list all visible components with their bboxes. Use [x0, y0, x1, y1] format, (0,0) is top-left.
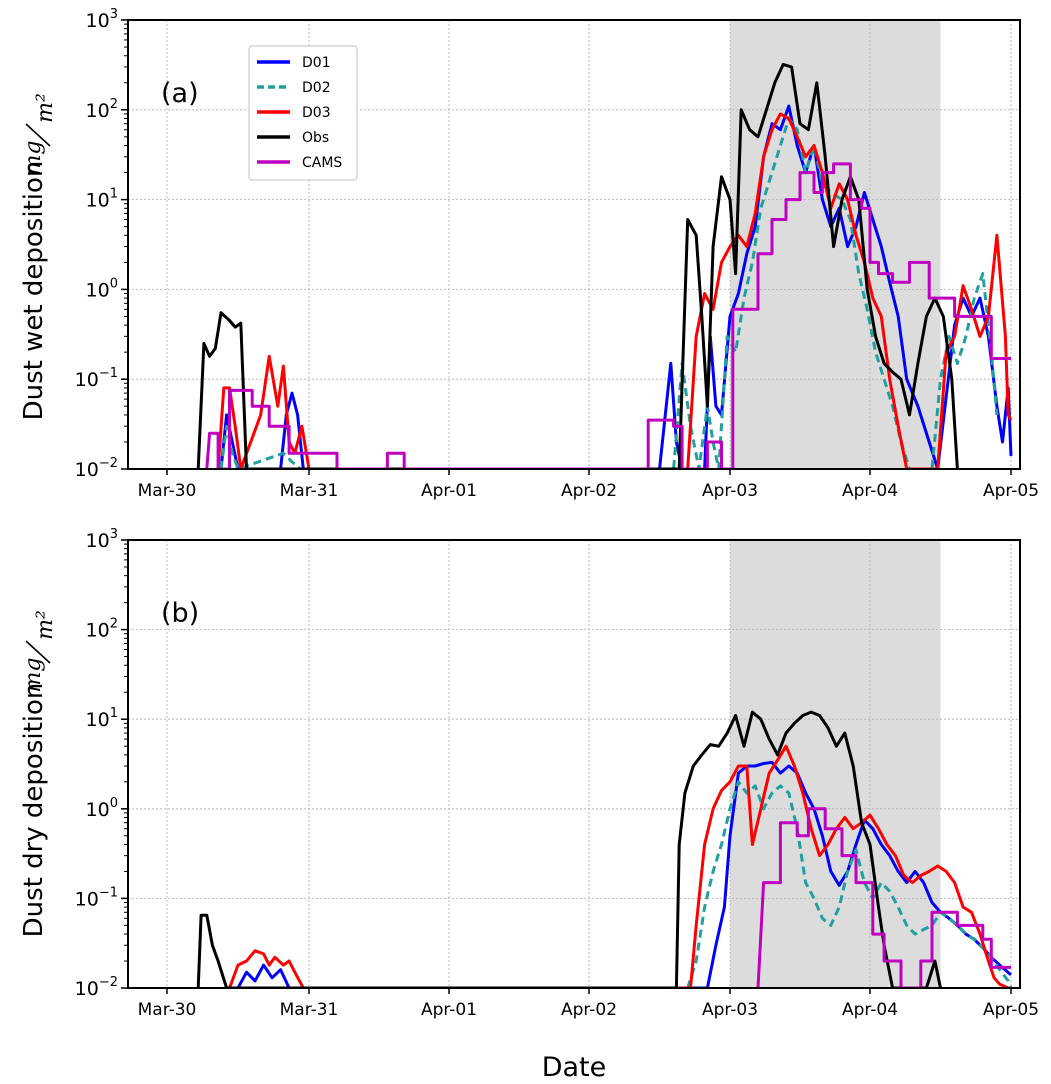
x-tick-label: Apr-05: [983, 1000, 1039, 1020]
unit-slash: [25, 640, 51, 664]
series-line-d02: [686, 780, 1013, 988]
unit-slash: [25, 123, 51, 147]
series-line-obs: [196, 62, 959, 469]
legend-label-d02: D02: [302, 80, 331, 96]
y-tick-label: 10−1: [75, 885, 118, 910]
y-tick-label: 103: [86, 7, 118, 32]
plot-frame: [127, 539, 1021, 989]
panel-b: Mar-30 Mar-31 Apr-01 Apr-02 Apr-03 Apr-04 Apr-…: [19, 527, 1039, 1083]
x-tick-label: Apr-01: [421, 1000, 477, 1020]
panel-label: (a): [161, 78, 199, 109]
legend-box: [248, 45, 358, 181]
series-line-d02: [219, 117, 999, 469]
x-tick-label: Mar-30: [138, 481, 197, 501]
x-tick-label: Mar-31: [280, 481, 339, 501]
x-tick-label: Mar-31: [280, 1000, 339, 1020]
legend-label-cams: CAMS: [302, 155, 342, 171]
panel-a: Mar-30 Mar-31 Apr-01 Apr-02 Apr-03 Apr-04 Apr-…: [19, 7, 1039, 501]
x-tick-label: Apr-02: [561, 481, 617, 501]
legend-label-d03: D03: [302, 105, 331, 121]
unit-numerator: mg: [21, 141, 46, 176]
x-tick-label: Apr-02: [561, 1000, 617, 1020]
legend: D01 D02 D03 Obs CAMS: [248, 45, 358, 181]
y-tick-label: 102: [86, 97, 118, 122]
series-group: [196, 62, 1013, 469]
series-line-cams: [756, 807, 1011, 988]
y-tick-label: 100: [86, 276, 118, 301]
x-tick-label: Apr-04: [842, 1000, 898, 1020]
x-tick-label: Mar-30: [138, 1000, 197, 1020]
y-tick-label: 102: [86, 617, 118, 642]
x-tick-label: Apr-01: [421, 481, 477, 501]
y-axis-unit: mg m²: [21, 610, 58, 692]
series-line-obs: [196, 710, 942, 988]
unit-denominator: m²: [33, 610, 58, 640]
y-tick-label: 103: [86, 527, 118, 552]
x-tick-label: Apr-03: [702, 481, 758, 501]
series-line-d01: [236, 760, 1012, 988]
series-line-cams: [205, 162, 1011, 469]
x-tick-label: Apr-05: [983, 481, 1039, 501]
y-tick-label: 10−2: [75, 975, 118, 1000]
series-line-d03: [216, 112, 1013, 469]
panel-label: (b): [161, 598, 199, 629]
legend-label-d01: D01: [302, 55, 331, 71]
unit-numerator: mg: [21, 658, 46, 693]
y-tick-label: 101: [86, 187, 118, 212]
y-axis-unit: mg m²: [21, 93, 58, 175]
y-axis-label: Dust wet deposition: [19, 161, 49, 421]
x-tick-label: Apr-03: [702, 1000, 758, 1020]
y-axis-label: Dust dry deposition: [19, 683, 49, 938]
series-line-d01: [219, 104, 1013, 469]
legend-label-obs: Obs: [302, 130, 329, 146]
x-axis-label: Date: [542, 1052, 607, 1083]
plot-frame: [127, 19, 1021, 470]
y-tick-label: 10−1: [75, 366, 118, 391]
y-tick-label: 10−2: [75, 456, 118, 481]
x-tick-label: Apr-04: [842, 481, 898, 501]
series-line-d03: [228, 744, 1009, 988]
y-tick-label: 101: [86, 706, 118, 731]
y-tick-label: 100: [86, 796, 118, 821]
unit-denominator: m²: [33, 93, 58, 123]
series-group: [196, 710, 1013, 988]
